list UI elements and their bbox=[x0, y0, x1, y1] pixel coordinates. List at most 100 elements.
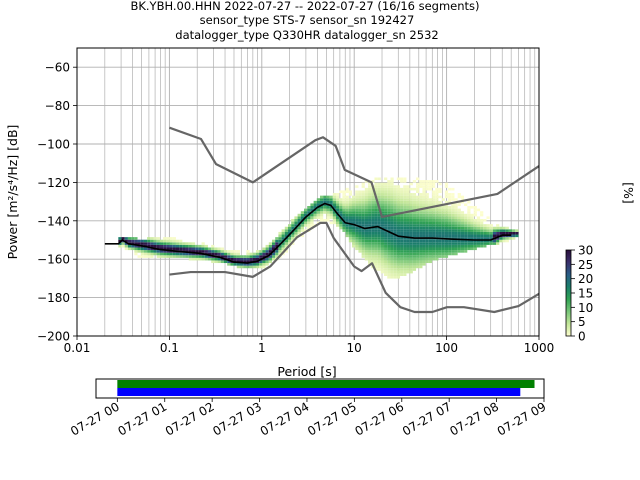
histogram-cell bbox=[441, 226, 445, 230]
histogram-cell bbox=[400, 193, 404, 196]
histogram-cell bbox=[416, 206, 420, 209]
histogram-cell bbox=[451, 247, 455, 251]
histogram-cell bbox=[444, 242, 449, 245]
histogram-cell bbox=[236, 255, 240, 258]
histogram-cell bbox=[451, 224, 455, 227]
histogram-cell bbox=[175, 244, 180, 248]
histogram-cell bbox=[380, 187, 385, 191]
histogram-cell bbox=[499, 237, 503, 240]
histogram-cell bbox=[127, 237, 132, 240]
histogram-cell bbox=[390, 234, 394, 238]
histogram-cell bbox=[406, 187, 410, 191]
histogram-cell bbox=[233, 263, 237, 266]
histogram-cell bbox=[332, 198, 337, 201]
histogram-cell bbox=[470, 213, 474, 217]
histogram-cell bbox=[409, 195, 413, 199]
histogram-cell bbox=[387, 224, 391, 227]
histogram-cell bbox=[502, 231, 506, 235]
histogram-cell bbox=[355, 185, 359, 188]
histogram-cell bbox=[284, 234, 288, 238]
histogram-cell bbox=[147, 247, 151, 251]
histogram-cell bbox=[448, 242, 452, 245]
histogram-cell bbox=[355, 229, 359, 232]
histogram-cell bbox=[371, 257, 375, 261]
histogram-cell bbox=[320, 198, 324, 201]
histogram-cell bbox=[358, 224, 362, 227]
histogram-cell bbox=[403, 221, 407, 225]
histogram-cell bbox=[464, 239, 468, 243]
histogram-cell bbox=[252, 257, 256, 261]
histogram-cell bbox=[435, 193, 439, 196]
histogram-cell bbox=[140, 242, 144, 245]
histogram-cell bbox=[387, 226, 391, 230]
histogram-cell bbox=[310, 203, 314, 207]
histogram-cell bbox=[444, 229, 449, 232]
histogram-cell bbox=[428, 226, 433, 230]
histogram-cell bbox=[409, 265, 413, 269]
histogram-cell bbox=[377, 255, 381, 258]
histogram-cell bbox=[246, 263, 250, 266]
histogram-cell bbox=[374, 234, 378, 238]
histogram-cell bbox=[409, 208, 413, 212]
histogram-cell bbox=[406, 255, 410, 258]
histogram-cell bbox=[374, 229, 378, 232]
histogram-cell bbox=[464, 244, 468, 248]
histogram-cell bbox=[390, 273, 394, 276]
histogram-cell bbox=[438, 182, 442, 186]
histogram-cell bbox=[464, 213, 468, 217]
histogram-cell bbox=[416, 231, 420, 235]
histogram-cell bbox=[422, 206, 426, 209]
histogram-cell bbox=[371, 213, 375, 217]
histogram-cell bbox=[499, 229, 503, 232]
histogram-cell bbox=[364, 255, 369, 258]
histogram-cell bbox=[332, 200, 337, 204]
histogram-cell bbox=[313, 203, 317, 207]
histogram-cell bbox=[211, 247, 215, 251]
histogram-cell bbox=[291, 234, 295, 238]
histogram-cell bbox=[284, 244, 288, 248]
histogram-cell bbox=[252, 265, 256, 269]
histogram-cell bbox=[384, 268, 388, 271]
histogram-cell bbox=[396, 185, 401, 188]
histogram-cell bbox=[121, 244, 125, 248]
histogram-cell bbox=[508, 231, 513, 235]
histogram-cell bbox=[470, 237, 474, 240]
x-axis-ticks: 0.01 0.1 1 10 100 1000 bbox=[64, 336, 554, 355]
histogram-cell bbox=[492, 231, 497, 235]
histogram-cell bbox=[470, 229, 474, 232]
histogram-cell bbox=[419, 206, 423, 209]
histogram-cell bbox=[480, 218, 484, 222]
histogram-cell bbox=[441, 211, 445, 214]
histogram-cell bbox=[448, 221, 452, 225]
histogram-cell bbox=[400, 213, 404, 217]
histogram-cell bbox=[473, 239, 477, 243]
histogram-cell bbox=[348, 229, 353, 232]
histogram-cell bbox=[425, 229, 429, 232]
histogram-cell bbox=[380, 182, 385, 186]
histogram-cell bbox=[499, 239, 503, 243]
histogram-cell bbox=[214, 257, 218, 261]
histogram-cell bbox=[444, 250, 449, 253]
histogram-cell bbox=[220, 252, 224, 256]
histogram-cell bbox=[271, 255, 276, 258]
histogram-cell bbox=[496, 239, 500, 243]
histogram-cell bbox=[435, 198, 439, 201]
histogram-cell bbox=[175, 242, 180, 245]
histogram-cell bbox=[486, 216, 490, 219]
histogram-cell bbox=[438, 252, 442, 256]
histogram-cell bbox=[326, 216, 330, 219]
histogram-cell bbox=[432, 250, 436, 253]
histogram-cell bbox=[329, 198, 333, 201]
histogram-cell bbox=[393, 198, 397, 201]
histogram-cell bbox=[361, 200, 365, 204]
histogram-cell bbox=[342, 216, 346, 219]
histogram-cell bbox=[374, 185, 378, 188]
histogram-cell bbox=[419, 216, 423, 219]
histogram-cell bbox=[364, 203, 369, 207]
histogram-cell bbox=[364, 237, 369, 240]
histogram-cell bbox=[188, 244, 192, 248]
histogram-cell bbox=[412, 244, 417, 248]
histogram-cell bbox=[336, 208, 340, 212]
histogram-cell bbox=[425, 255, 429, 258]
histogram-cell bbox=[217, 260, 221, 264]
